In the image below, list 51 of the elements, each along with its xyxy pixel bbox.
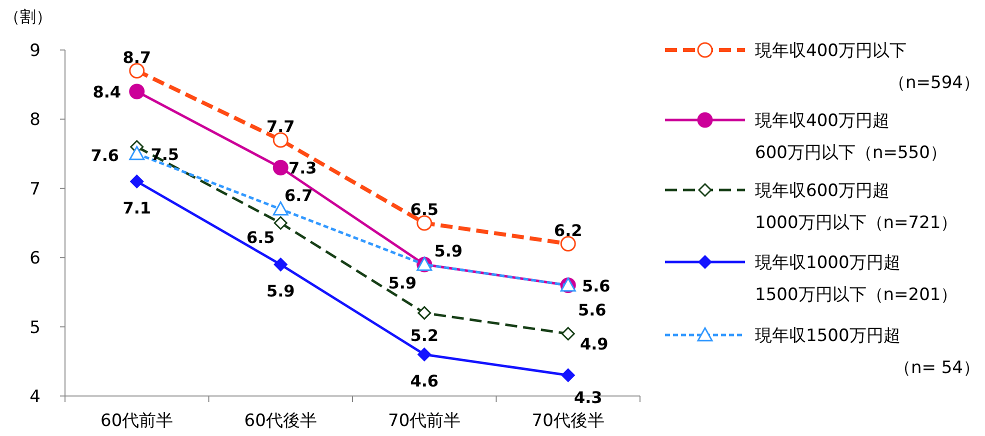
y-tick-label: 6 xyxy=(30,248,40,269)
point xyxy=(129,63,145,79)
point xyxy=(272,132,288,148)
y-tick-label: 7 xyxy=(30,179,40,200)
y-axis-title: （割） xyxy=(4,7,52,26)
point xyxy=(560,236,576,252)
point xyxy=(416,215,432,231)
data-label: 8.7 xyxy=(122,48,152,67)
data-label: 5.2 xyxy=(410,326,439,345)
x-tick-label: 60代前半 xyxy=(100,411,174,431)
y-tick-label: 5 xyxy=(30,318,40,338)
x-tick-label: 60代後半 xyxy=(244,411,317,431)
data-label: 4.9 xyxy=(580,334,608,354)
data-label: 6.7 xyxy=(284,186,313,206)
point xyxy=(272,201,288,216)
point xyxy=(418,306,432,320)
point xyxy=(418,348,432,362)
point xyxy=(129,84,145,100)
y-tick-label: 9 xyxy=(30,41,40,61)
point xyxy=(274,258,288,272)
data-label: 7.3 xyxy=(288,158,317,178)
data-label: 8.4 xyxy=(92,82,122,102)
legend-label: 現年収1500万円超（n= 54） xyxy=(755,326,980,378)
data-label: 4.3 xyxy=(574,388,602,408)
data-label: 7.5 xyxy=(150,144,180,164)
point xyxy=(561,326,575,340)
legend-label: 現年収1000万円超1500万円以下（n=201） xyxy=(755,253,958,305)
data-label: 6.5 xyxy=(246,228,275,247)
point xyxy=(274,216,288,230)
y-tick-label: 4 xyxy=(30,387,40,407)
data-label: 4.6 xyxy=(410,371,439,390)
y-tick-label: 8 xyxy=(30,110,40,130)
data-label: 5.9 xyxy=(434,242,463,261)
x-tick-label: 70代前半 xyxy=(388,411,461,431)
legend-label: 現年収400万円以下（n=594） xyxy=(755,41,980,93)
data-label: 5.9 xyxy=(388,274,417,293)
point xyxy=(272,160,288,176)
data-label: 5.6 xyxy=(578,300,606,320)
data-label: 7.1 xyxy=(122,198,152,218)
point xyxy=(129,146,145,160)
data-label: 7.7 xyxy=(266,116,295,136)
legend-label: 現年収400万円超600万円以下（n=550） xyxy=(755,111,947,163)
data-label: 6.2 xyxy=(554,220,582,240)
data-label: 5.6 xyxy=(582,276,610,296)
x-tick-label: 70代後半 xyxy=(532,411,604,431)
data-label: 7.6 xyxy=(90,146,120,165)
legend-label: 現年収600万円超1000万円以下（n=721） xyxy=(755,181,958,233)
data-label: 5.9 xyxy=(266,282,295,301)
point xyxy=(130,174,144,188)
data-label: 6.5 xyxy=(410,200,439,219)
point xyxy=(561,368,575,382)
